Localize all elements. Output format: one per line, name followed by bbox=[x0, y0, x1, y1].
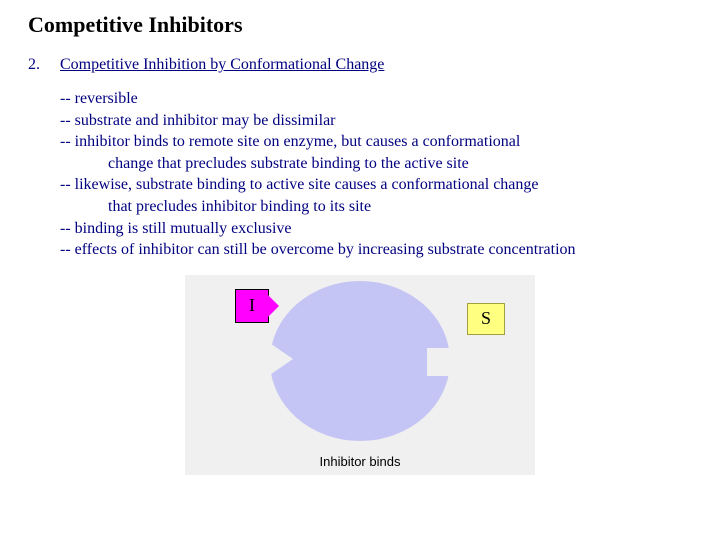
section-number: 2. bbox=[28, 56, 60, 74]
page: Competitive Inhibitors 2. Competitive In… bbox=[0, 0, 720, 487]
section-header: 2. Competitive Inhibition by Conformatio… bbox=[28, 56, 692, 74]
bullet-item: -- reversible bbox=[60, 88, 692, 110]
bullet-item: -- inhibitor binds to remote site on enz… bbox=[60, 131, 692, 153]
bullet-sub: change that precludes substrate binding … bbox=[60, 153, 692, 175]
inhibitor-shape: I bbox=[235, 289, 269, 323]
page-title: Competitive Inhibitors bbox=[28, 12, 692, 38]
bullet-item: -- substrate and inhibitor may be dissim… bbox=[60, 110, 692, 132]
active-site-notch bbox=[427, 348, 457, 376]
section-heading: Competitive Inhibition by Conformational… bbox=[60, 56, 384, 74]
enzyme-shape bbox=[270, 281, 450, 441]
bullet-item: -- effects of inhibitor can still be ove… bbox=[60, 239, 692, 261]
diagram-caption: Inhibitor binds bbox=[185, 454, 535, 469]
substrate-label: S bbox=[481, 308, 491, 329]
bullet-sub: that precludes inhibitor binding to its … bbox=[60, 196, 692, 218]
bullet-item: -- likewise, substrate binding to active… bbox=[60, 174, 692, 196]
inhibitor-site-notch bbox=[261, 337, 293, 381]
enzyme-diagram: I S Inhibitor binds bbox=[185, 275, 535, 475]
inhibitor-label: I bbox=[249, 295, 255, 316]
diagram-container: I S Inhibitor binds bbox=[28, 275, 692, 475]
bullet-list: -- reversible -- substrate and inhibitor… bbox=[60, 88, 692, 261]
bullet-item: -- binding is still mutually exclusive bbox=[60, 218, 692, 240]
substrate-shape: S bbox=[467, 303, 505, 335]
